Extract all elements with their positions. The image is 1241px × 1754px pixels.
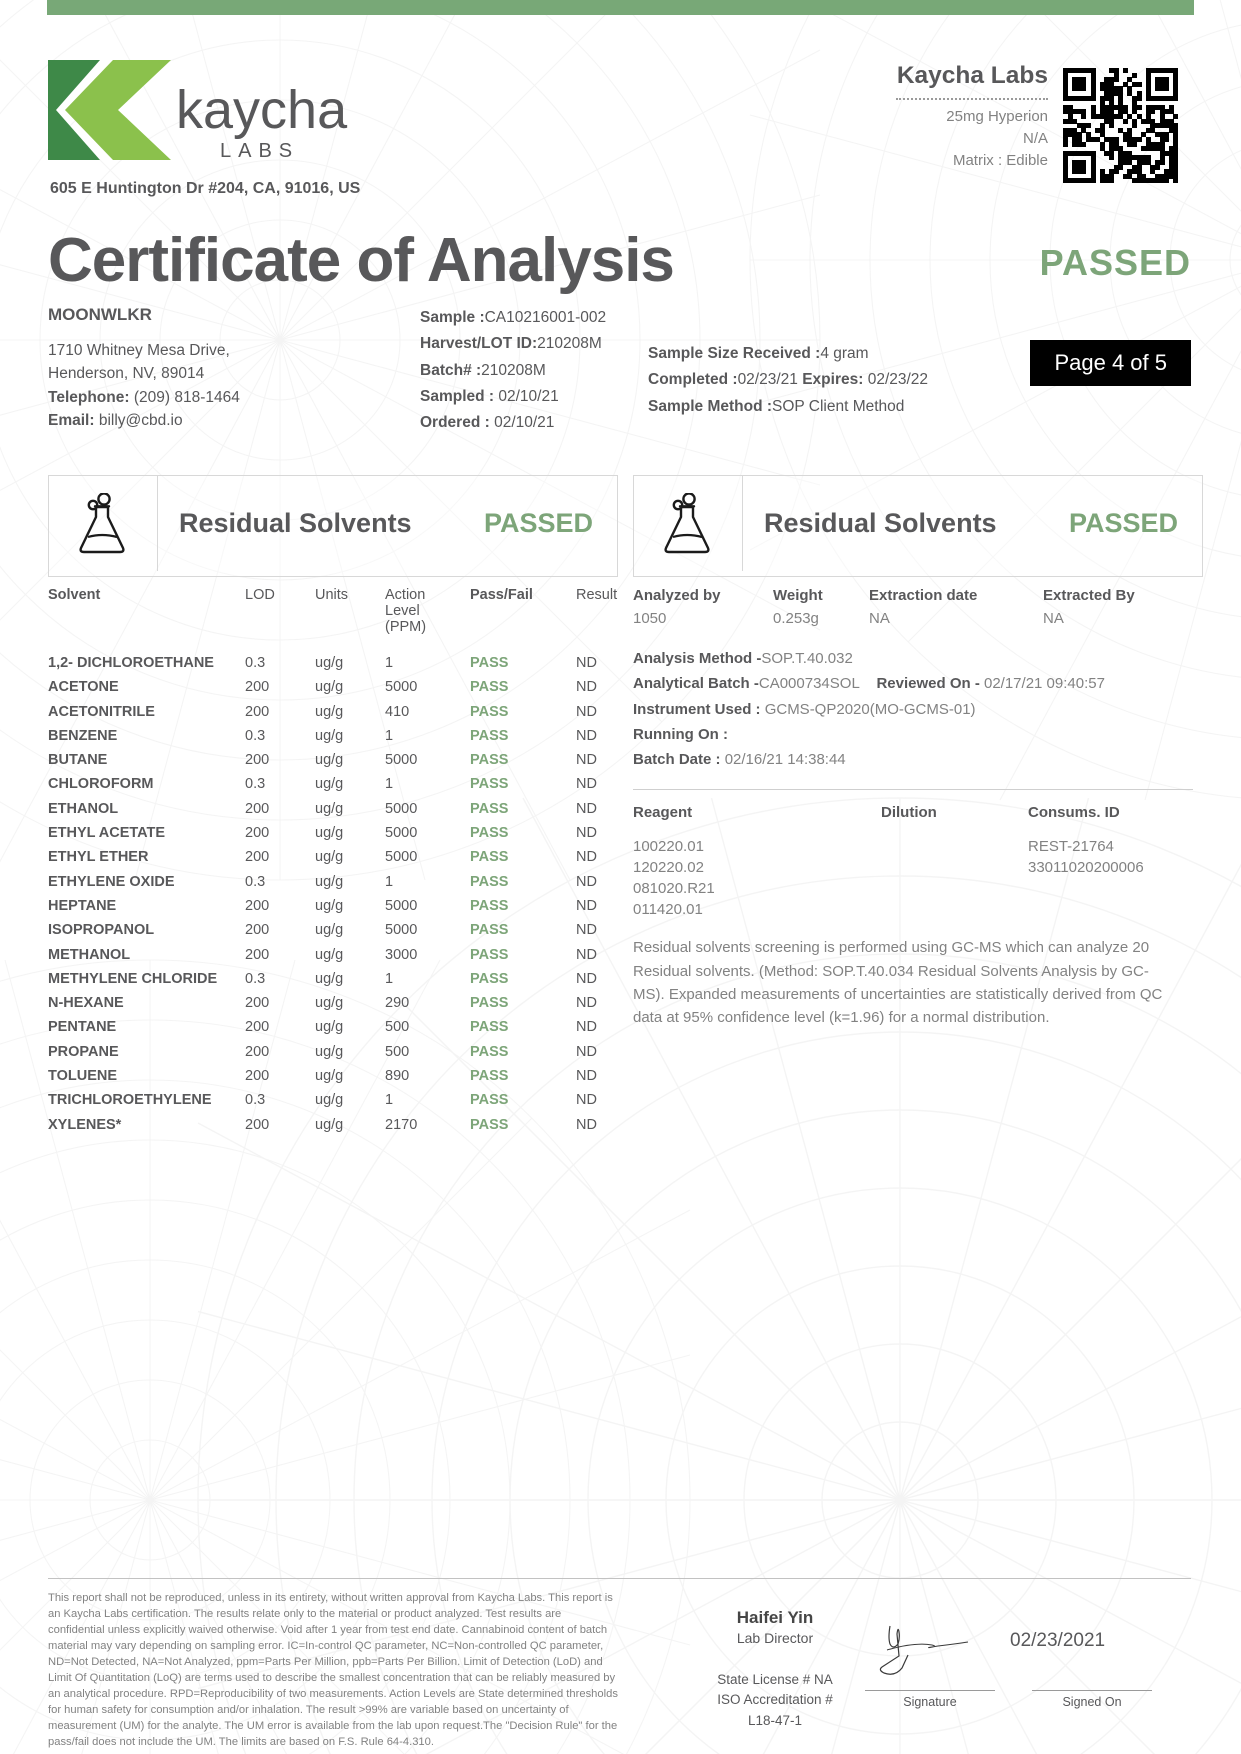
svg-text:LABS: LABS <box>220 140 299 162</box>
svg-text:kaycha: kaycha <box>176 80 348 140</box>
